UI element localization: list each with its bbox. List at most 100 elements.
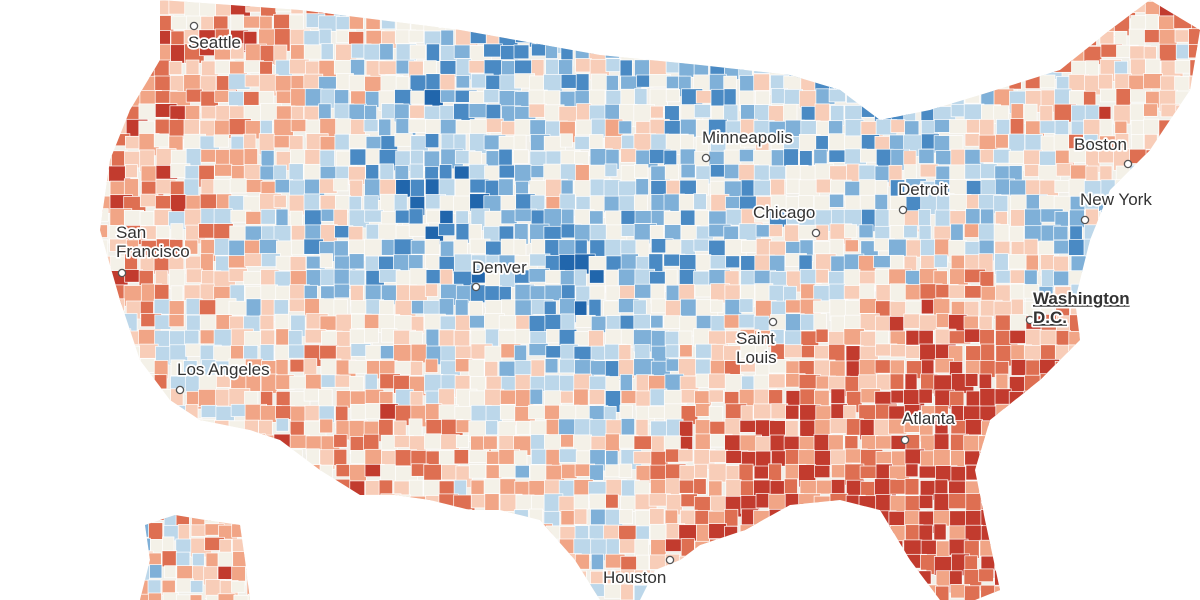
county-cell [994,510,1011,532]
county-cell [964,13,986,28]
county-cell [1053,0,1072,21]
county-cell [454,509,473,533]
county-cell [200,105,217,120]
county-cell [1084,330,1104,346]
county-cell [349,568,366,583]
county-cell [993,148,1011,164]
county-cell [725,255,740,269]
county-cell [183,480,207,499]
county-cell [100,479,110,503]
county-cell [1189,465,1200,483]
county-cell [438,569,460,587]
county-cell [843,285,862,300]
county-cell [139,58,156,79]
county-cell [544,239,562,256]
county-cell [605,58,621,72]
county-cell [109,391,127,411]
county-cell [273,509,287,529]
county-cell [424,524,441,541]
county-cell [589,15,605,32]
county-cell [785,0,803,20]
county-cell [844,569,862,589]
city-dot-icon [665,555,675,565]
county-cell [125,450,145,470]
county-cell [753,179,771,197]
county-cell [1158,436,1181,457]
county-cell [440,539,463,553]
county-cell [935,585,950,600]
county-cell [768,240,786,256]
county-cell [933,119,951,133]
county-cell [1115,418,1134,435]
county-cell [1188,479,1200,494]
county-cell [1159,569,1178,592]
county-cell [305,553,325,568]
county-cell [1008,479,1022,502]
county-cell [1100,209,1119,232]
county-cell [693,478,707,495]
county-cell [1053,374,1072,388]
county-cell [964,419,983,436]
county-cell [288,554,312,569]
county-cell [574,15,592,29]
county-cell [393,525,407,544]
county-cell [1009,329,1029,344]
county-cell [1009,405,1030,421]
county-cell [634,480,650,495]
county-cell [1009,435,1027,451]
county-cell [1023,509,1044,524]
county-cell [1189,358,1200,373]
county-cell [979,15,998,33]
city-marker-chicago: Chicago [751,201,821,238]
county-cell [709,538,731,555]
county-cell [424,133,440,149]
county-cell [274,313,290,331]
county-cell [1114,390,1132,413]
county-cell [243,91,262,108]
county-cell [1115,359,1137,381]
county-cell [843,0,858,19]
county-cell [1143,403,1165,423]
city-label: Boston [1074,135,1127,154]
county-cell [544,358,559,374]
county-cell [288,344,307,359]
county-cell [1175,403,1197,425]
county-cell [273,583,293,600]
county-cell [605,285,621,301]
county-cell [499,478,517,496]
county-cell [904,478,920,496]
county-cell [123,571,141,590]
county-cell [123,510,141,533]
county-cell [335,464,351,478]
county-cell [424,539,441,563]
county-cell [275,208,289,228]
county-cell [815,44,837,64]
county-cell [873,60,895,82]
county-cell [319,344,339,360]
county-cell [381,239,395,256]
county-cell [1144,270,1160,283]
county-cell [1144,225,1165,243]
county-cell [485,405,503,423]
county-cell [859,298,877,314]
county-cell [1023,434,1044,455]
county-cell [619,30,642,49]
county-cell [1143,314,1164,335]
county-cell [273,164,287,181]
county-cell [1070,28,1094,46]
county-cell [213,15,229,31]
county-cell [573,570,587,585]
county-cell [108,75,132,95]
county-cell [288,163,304,182]
county-cell [618,120,633,135]
county-cell [1145,420,1162,434]
county-cell [161,550,178,568]
county-cell [516,14,535,33]
county-cell [694,540,711,563]
county-cell [1159,388,1179,402]
county-cell [875,89,894,107]
county-cell [153,133,169,148]
county-cell [154,404,176,426]
county-cell [168,314,185,328]
county-cell [979,0,995,20]
